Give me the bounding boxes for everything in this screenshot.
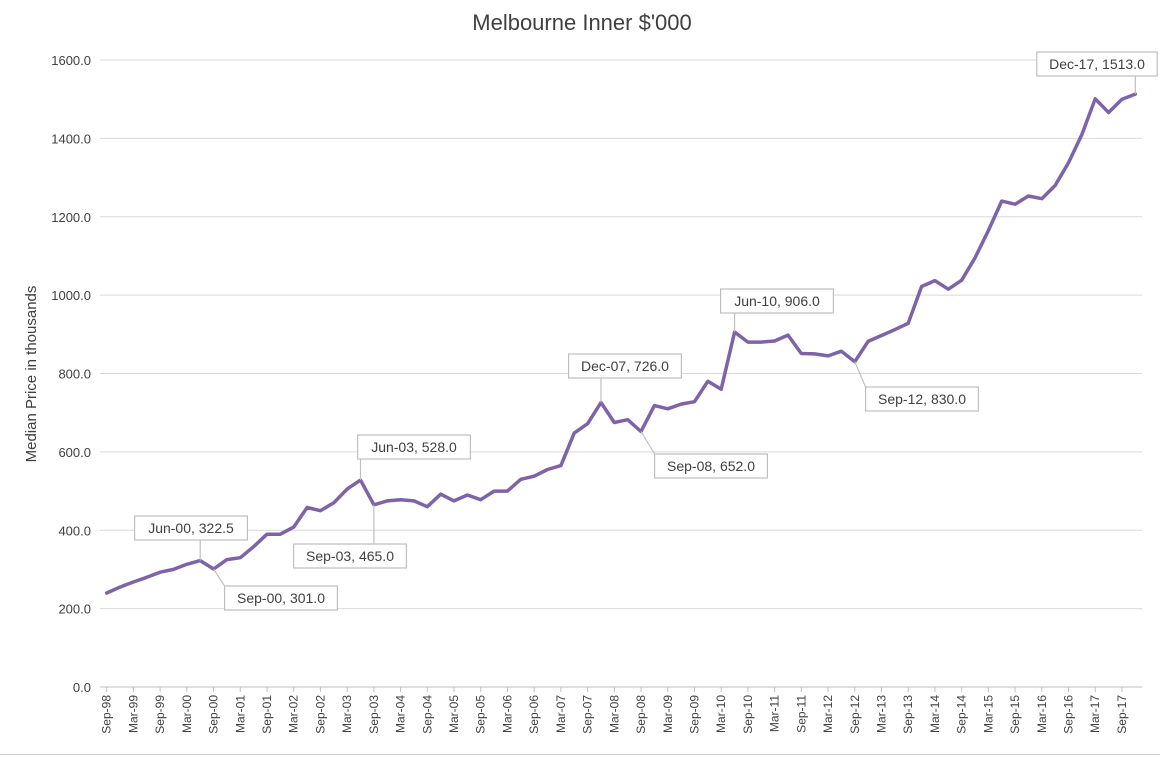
y-tick-label: 1200.0: [51, 210, 91, 225]
y-tick-label: 1000.0: [51, 288, 91, 303]
x-tick-label: Sep-00: [207, 695, 221, 734]
callout-leader: [640, 431, 656, 455]
x-tick-label: Mar-07: [554, 695, 568, 733]
x-tick-label: Sep-11: [794, 695, 808, 733]
callout-box: [567, 353, 682, 379]
callout-box: [134, 515, 249, 541]
x-tick-label: Mar-14: [928, 695, 942, 733]
x-tick-label: Mar-10: [714, 695, 728, 733]
x-axis-ticks: Sep-98 Mar-99 Sep-99 Mar-00 Sep-00 Mar-01 Sep-…: [100, 687, 1129, 734]
callout-leader: [854, 361, 867, 388]
callout-box: [293, 543, 408, 569]
x-tick-label: Mar-11: [768, 695, 782, 732]
x-tick-label: Mar-08: [607, 695, 621, 733]
x-tick-label: Sep-13: [901, 695, 915, 734]
x-tick-label: Mar-09: [661, 695, 675, 733]
x-tick-label: Mar-16: [1035, 695, 1049, 733]
x-tick-label: Mar-13: [875, 695, 889, 733]
x-tick-label: Mar-02: [287, 695, 301, 733]
data-callouts: Jun-00, 322.5 Sep-00, 301.0 Jun-03, 528.0 S…: [134, 51, 1158, 611]
x-tick-label: Mar-05: [447, 695, 461, 733]
series-group: [104, 92, 1138, 595]
x-tick-label: Sep-09: [687, 695, 701, 734]
x-tick-label: Mar-12: [821, 695, 835, 733]
x-tick-label: Sep-01: [260, 695, 274, 734]
callout-label: Dec-07, 726.0: [581, 358, 669, 374]
x-tick-label: Sep-08: [634, 695, 648, 734]
x-tick-label: Sep-99: [153, 695, 167, 734]
x-tick-label: Sep-17: [1115, 695, 1129, 734]
callout-label: Sep-00, 301.0: [237, 590, 325, 606]
callout-leader: [213, 568, 226, 587]
x-tick-label: Sep-05: [474, 695, 488, 734]
x-tick-label: Sep-12: [848, 695, 862, 734]
bottom-border: [0, 754, 1160, 755]
x-tick-label: Mar-01: [233, 695, 247, 733]
x-tick-label: Mar-15: [981, 695, 995, 733]
y-tick-label: 200.0: [58, 602, 91, 617]
x-tick-label: Sep-15: [1008, 695, 1022, 734]
y-tick-label: 0.0: [73, 680, 91, 695]
callout-label: Sep-12, 830.0: [878, 391, 966, 407]
x-tick-label: Sep-14: [955, 695, 969, 734]
y-tick-label: 1600.0: [51, 53, 91, 68]
x-tick-label: Sep-04: [420, 695, 434, 734]
callout-label: Sep-03, 465.0: [306, 548, 394, 564]
callout-label: Jun-10, 906.0: [734, 293, 820, 309]
x-tick-label: Sep-02: [313, 695, 327, 734]
y-tick-label: 1400.0: [51, 131, 91, 146]
x-tick-label: Sep-03: [367, 695, 381, 734]
y-axis-ticks: 0.0 200.0 400.0 600.0 800.0 1000.0 1200.0 1400.…: [51, 53, 91, 695]
y-tick-label: 400.0: [58, 523, 91, 538]
callout-box: [224, 585, 339, 611]
x-tick-label: Mar-03: [340, 695, 354, 733]
x-tick-label: Sep-06: [527, 695, 541, 734]
callout-box: [357, 434, 472, 460]
y-tick-label: 800.0: [58, 367, 91, 382]
y-tick-label: 600.0: [58, 445, 91, 460]
x-tick-label: Sep-10: [741, 695, 755, 734]
x-tick-label: Sep-07: [581, 695, 595, 734]
x-tick-label: Sep-98: [100, 695, 114, 734]
callout-box: [719, 288, 834, 314]
callout-label: Jun-00, 322.5: [148, 520, 234, 536]
callout-label: Sep-08, 652.0: [667, 458, 755, 474]
x-tick-label: Mar-04: [394, 695, 408, 733]
chart-title: Melbourne Inner $'000: [472, 10, 691, 35]
series-line-1: [104, 92, 1138, 595]
callout-box: [1036, 51, 1158, 77]
y-axis-label: Median Price in thousands: [23, 286, 40, 463]
callout-label: Dec-17, 1513.0: [1049, 56, 1145, 72]
x-tick-label: Mar-17: [1088, 695, 1102, 733]
callout-box: [864, 386, 979, 412]
x-tick-label: Mar-06: [500, 695, 514, 733]
callout-label: Jun-03, 528.0: [371, 439, 457, 455]
x-tick-label: Sep-16: [1062, 695, 1076, 734]
x-tick-label: Mar-00: [180, 695, 194, 733]
callout-box: [653, 453, 768, 479]
x-tick-label: Mar-99: [126, 695, 140, 733]
